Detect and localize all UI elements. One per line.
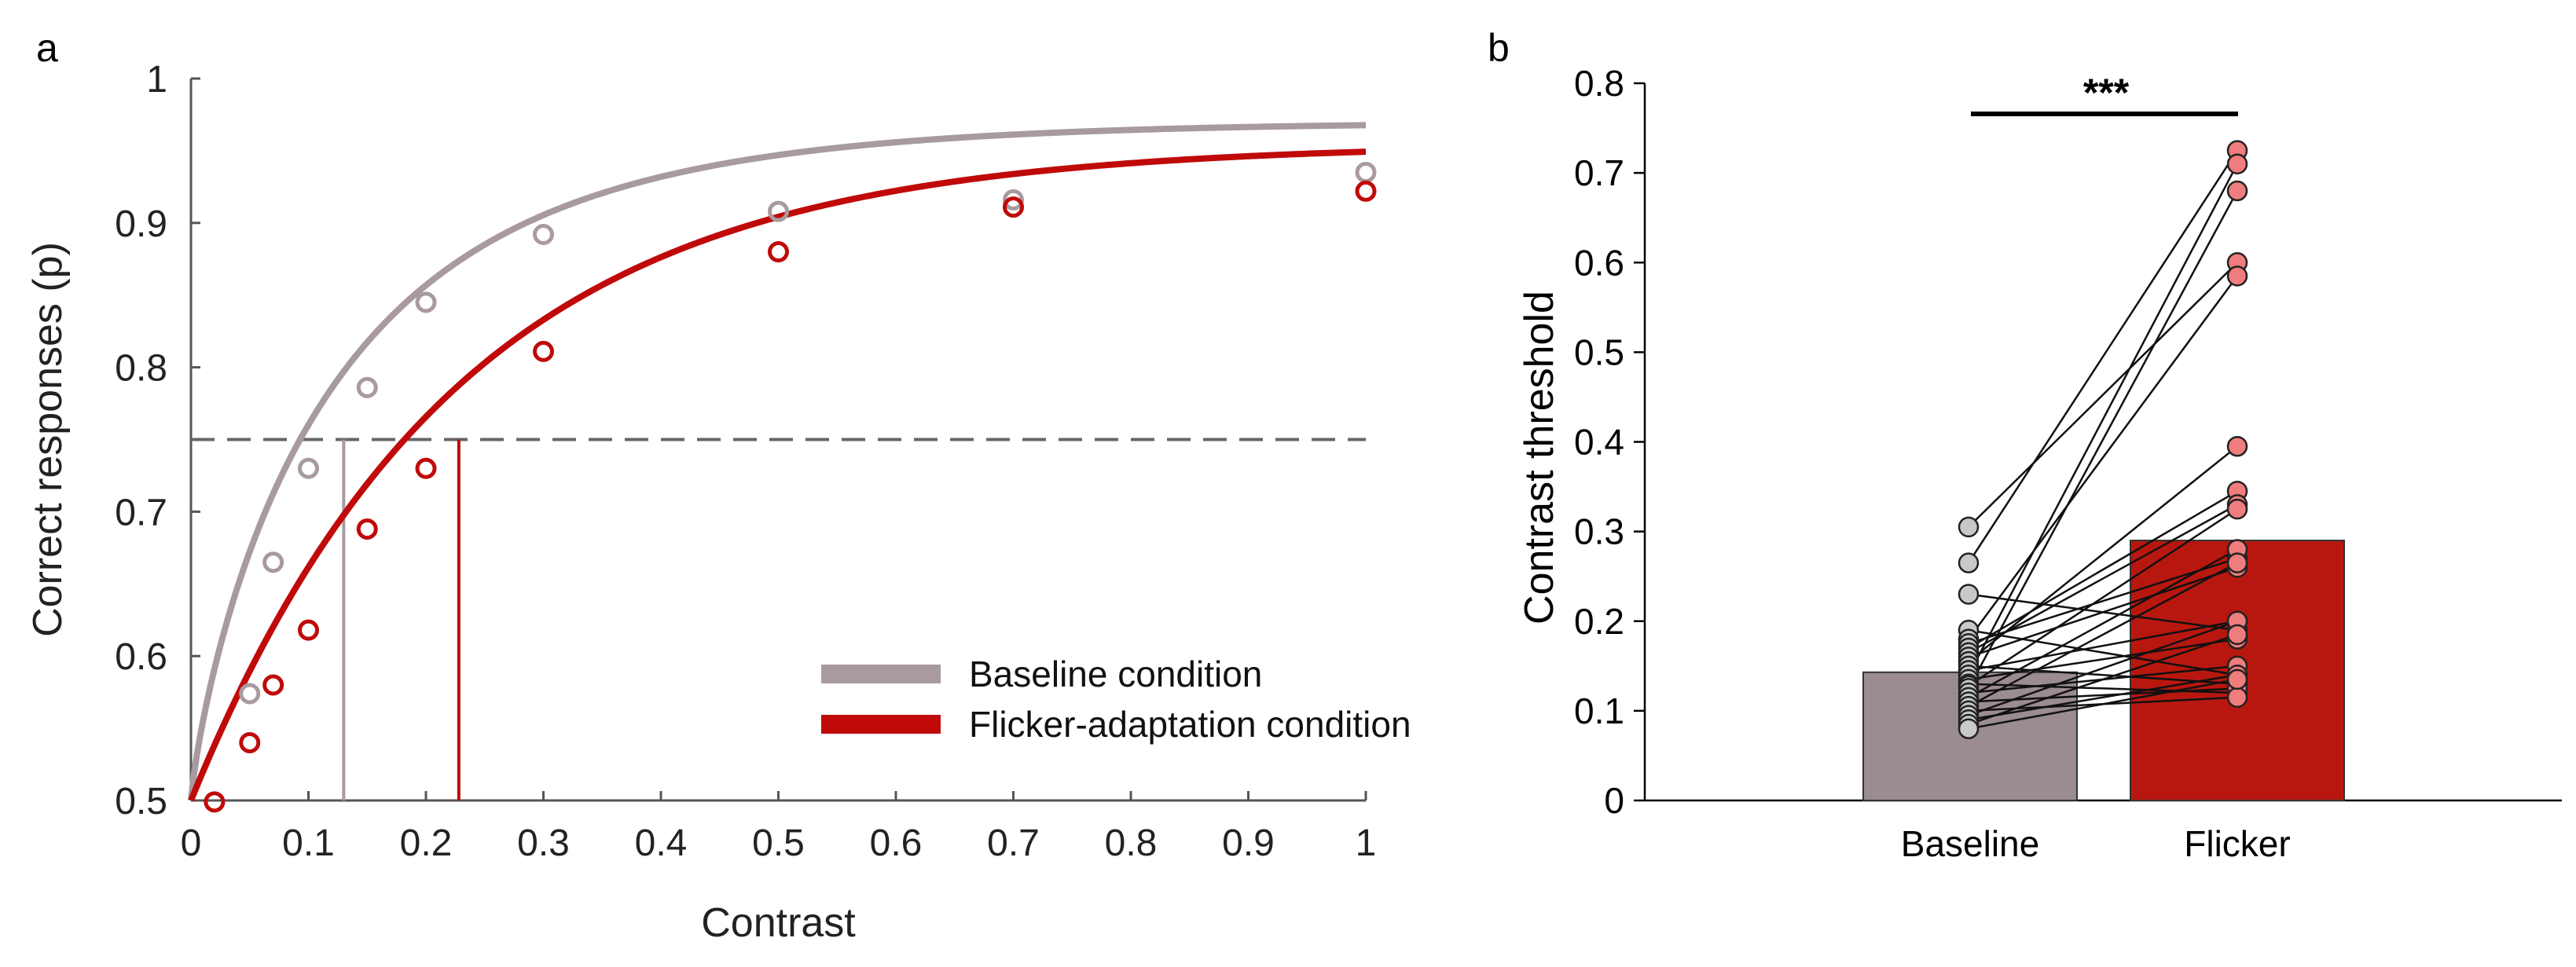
data-point-series-1: [204, 791, 226, 813]
legend-entry-0: Baseline condition: [969, 654, 1262, 694]
y-tick-label: 0.5: [115, 781, 167, 822]
data-point-series-1: [239, 731, 261, 753]
data-point-series-1: [415, 457, 437, 479]
paired-line: [1968, 445, 2238, 663]
fit-curve-series-1: [188, 148, 1367, 802]
panel-b-chart: 0 0.1 0.2 0.3 0.4 0.5 0.6 0.7 0.8 Contrast thresh…: [1517, 63, 2562, 864]
data-point-series-0: [1355, 161, 1377, 183]
panel-a-chart: 0 0.1 0.2 0.3 0.4 0.5 0.6 0.7 0.8 0.9 1 0.5 0.6 0.7 0.…: [25, 59, 1411, 946]
participant-point-flicker: [2226, 153, 2248, 174]
data-point-series-1: [298, 619, 319, 641]
y-tick-label: 0.6: [1574, 242, 1624, 283]
data-point-series-0: [533, 224, 554, 246]
x-tick-label: 0.7: [987, 822, 1040, 864]
x-tick-label: 0.5: [752, 822, 805, 864]
y-tick-label: 0.8: [1574, 63, 1624, 104]
x-tick-label: 0.2: [400, 822, 453, 864]
x-tick-label: 0.3: [517, 822, 570, 864]
data-point-series-0: [356, 376, 378, 398]
fit-curve-series-0: [188, 122, 1367, 801]
data-point-series-1: [768, 241, 789, 263]
y-tick-label: 0.3: [1574, 511, 1624, 552]
data-point-series-1: [356, 518, 378, 540]
participant-point-flicker: [2226, 624, 2248, 646]
paired-line: [1968, 678, 2238, 730]
x-tick-label: 0.9: [1222, 822, 1275, 864]
data-point-series-0: [415, 291, 437, 313]
paired-line: [1968, 620, 2238, 672]
data-point-series-0: [1003, 189, 1024, 211]
data-point-series-0: [768, 200, 789, 222]
participant-point-flicker: [2226, 266, 2248, 287]
data-point-series-1: [262, 674, 284, 696]
data-point-series-0: [239, 683, 261, 705]
paired-line: [1968, 566, 2238, 658]
x-axis-label: Contrast: [701, 900, 856, 946]
participant-point-baseline: [1958, 584, 1980, 605]
panel-a-label: a: [36, 26, 58, 70]
paired-line: [1967, 149, 2239, 564]
x-tick-label: Flicker: [2184, 823, 2290, 864]
paired-line: [1968, 620, 2238, 716]
paired-line: [1967, 190, 2239, 689]
participant-point-baseline: [1958, 718, 1980, 739]
x-tick-label: 0.6: [870, 822, 923, 864]
paired-line: [1968, 262, 2238, 528]
x-tick-label: 0.8: [1105, 822, 1158, 864]
x-tick-label: 0.4: [635, 822, 688, 864]
participant-point-flicker: [2226, 498, 2248, 520]
y-axis-label: Correct responses (p): [25, 242, 71, 637]
y-tick-label: 0.8: [115, 348, 167, 390]
paired-line: [1968, 633, 2238, 726]
paired-line: [1968, 490, 2238, 650]
data-point-series-1: [533, 340, 554, 362]
x-tick-label: 0.1: [282, 822, 335, 864]
paired-line: [1968, 665, 2238, 685]
participant-point-flicker: [2226, 552, 2248, 573]
x-tick-label: 1: [1356, 822, 1377, 864]
y-tick-label: 0.7: [115, 492, 167, 533]
y-tick-label: 0.6: [115, 636, 167, 678]
legend-entry-1: Flicker-adaptation condition: [969, 704, 1411, 745]
paired-line: [1968, 504, 2238, 654]
paired-line: [1968, 562, 2238, 708]
y-tick-label: 0.5: [1574, 331, 1624, 372]
participant-point-flicker: [2226, 180, 2248, 202]
y-tick-label: 0.2: [1574, 601, 1624, 642]
paired-line: [1967, 275, 2239, 640]
data-point-series-1: [1003, 196, 1024, 218]
y-tick-label: 0.7: [1574, 152, 1624, 193]
y-tick-label: 1: [146, 59, 167, 101]
x-tick-label: Baseline: [1901, 823, 2039, 864]
y-tick-label: 0.4: [1574, 422, 1624, 463]
x-tick-label: 0: [181, 822, 202, 864]
data-point-series-0: [298, 457, 319, 479]
significance-label: ***: [2083, 71, 2130, 115]
paired-line: [1968, 628, 2238, 676]
y-tick-label: 0: [1604, 780, 1624, 821]
panel-b-label: b: [1488, 26, 1510, 70]
data-point-series-1: [1355, 180, 1377, 202]
paired-line: [1968, 673, 2238, 721]
paired-line: [1968, 508, 2238, 687]
paired-line: [1968, 548, 2238, 698]
participant-point-baseline: [1958, 552, 1980, 573]
participant-point-baseline: [1958, 516, 1980, 538]
paired-line: [1967, 163, 2239, 676]
participant-point-flicker: [2226, 668, 2248, 690]
y-axis-label: Contrast threshold: [1517, 291, 1562, 625]
paired-line: [1968, 557, 2238, 645]
participant-point-flicker: [2226, 435, 2248, 457]
data-point-series-0: [262, 551, 284, 573]
participant-point-flicker: [2226, 687, 2248, 709]
y-tick-label: 0.9: [115, 203, 167, 245]
y-tick-label: 0.1: [1574, 690, 1624, 731]
